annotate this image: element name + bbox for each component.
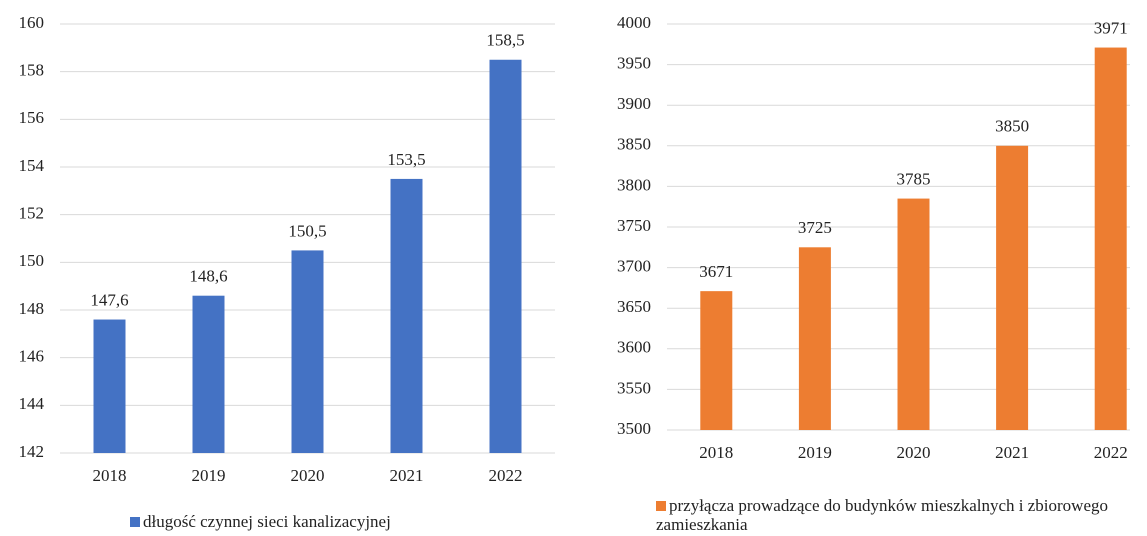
legend-swatch	[130, 517, 140, 527]
y-tick-label: 3850	[617, 135, 651, 154]
x-tick-label: 2021	[995, 443, 1029, 462]
legend: przyłącza prowadzące do budynków mieszka…	[656, 496, 1136, 534]
bar	[1094, 47, 1127, 430]
x-tick-label: 2018	[699, 443, 733, 462]
legend: długość czynnej sieci kanalizacyjnej	[130, 512, 530, 531]
y-tick-label: 3500	[617, 419, 651, 438]
y-tick-label: 156	[19, 108, 45, 127]
y-tick-label: 158	[19, 61, 45, 80]
bar	[996, 145, 1029, 431]
x-tick-label: 2019	[798, 443, 832, 462]
y-tick-label: 3550	[617, 378, 651, 397]
legend-label: przyłącza prowadzące do budynków mieszka…	[656, 496, 1108, 534]
y-tick-label: 3750	[617, 216, 651, 235]
legend-swatch	[656, 501, 666, 511]
y-tick-label: 3700	[617, 257, 651, 276]
y-tick-label: 3600	[617, 338, 651, 357]
bar	[897, 198, 930, 430]
data-label: 158,5	[486, 31, 524, 50]
bar	[93, 319, 126, 453]
data-label: 3725	[798, 218, 832, 237]
y-tick-label: 148	[19, 299, 45, 318]
y-tick-label: 3950	[617, 54, 651, 73]
x-tick-label: 2018	[93, 466, 127, 485]
x-tick-label: 2019	[192, 466, 226, 485]
x-tick-label: 2020	[897, 443, 931, 462]
y-tick-label: 154	[19, 156, 45, 175]
bar	[700, 291, 733, 430]
x-tick-label: 2021	[390, 466, 424, 485]
y-tick-label: 3900	[617, 94, 651, 113]
data-label: 3671	[699, 262, 733, 281]
y-tick-label: 152	[19, 204, 45, 223]
legend-item: długość czynnej sieci kanalizacyjnej	[130, 512, 530, 531]
bar	[390, 178, 423, 453]
data-label: 3971	[1094, 18, 1128, 37]
y-tick-label: 144	[19, 394, 45, 413]
data-label: 150,5	[288, 221, 326, 240]
x-tick-label: 2022	[1094, 443, 1128, 462]
x-tick-label: 2020	[291, 466, 325, 485]
data-label: 3850	[995, 117, 1029, 136]
bar	[489, 59, 522, 453]
data-label: 147,6	[90, 290, 128, 309]
legend-label: długość czynnej sieci kanalizacyjnej	[143, 512, 391, 531]
bar	[192, 295, 225, 453]
data-label: 153,5	[387, 150, 425, 169]
y-tick-label: 4000	[617, 13, 651, 32]
data-label: 148,6	[189, 267, 227, 286]
y-tick-label: 146	[19, 347, 45, 366]
y-tick-label: 3650	[617, 297, 651, 316]
data-label: 3785	[897, 169, 931, 188]
bar	[798, 247, 831, 430]
y-tick-label: 160	[19, 13, 45, 32]
y-tick-label: 142	[19, 442, 45, 461]
bar	[291, 250, 324, 453]
x-tick-label: 2022	[489, 466, 523, 485]
y-tick-label: 150	[19, 251, 45, 270]
y-tick-label: 3800	[617, 175, 651, 194]
legend-item: przyłącza prowadzące do budynków mieszka…	[656, 496, 1136, 534]
